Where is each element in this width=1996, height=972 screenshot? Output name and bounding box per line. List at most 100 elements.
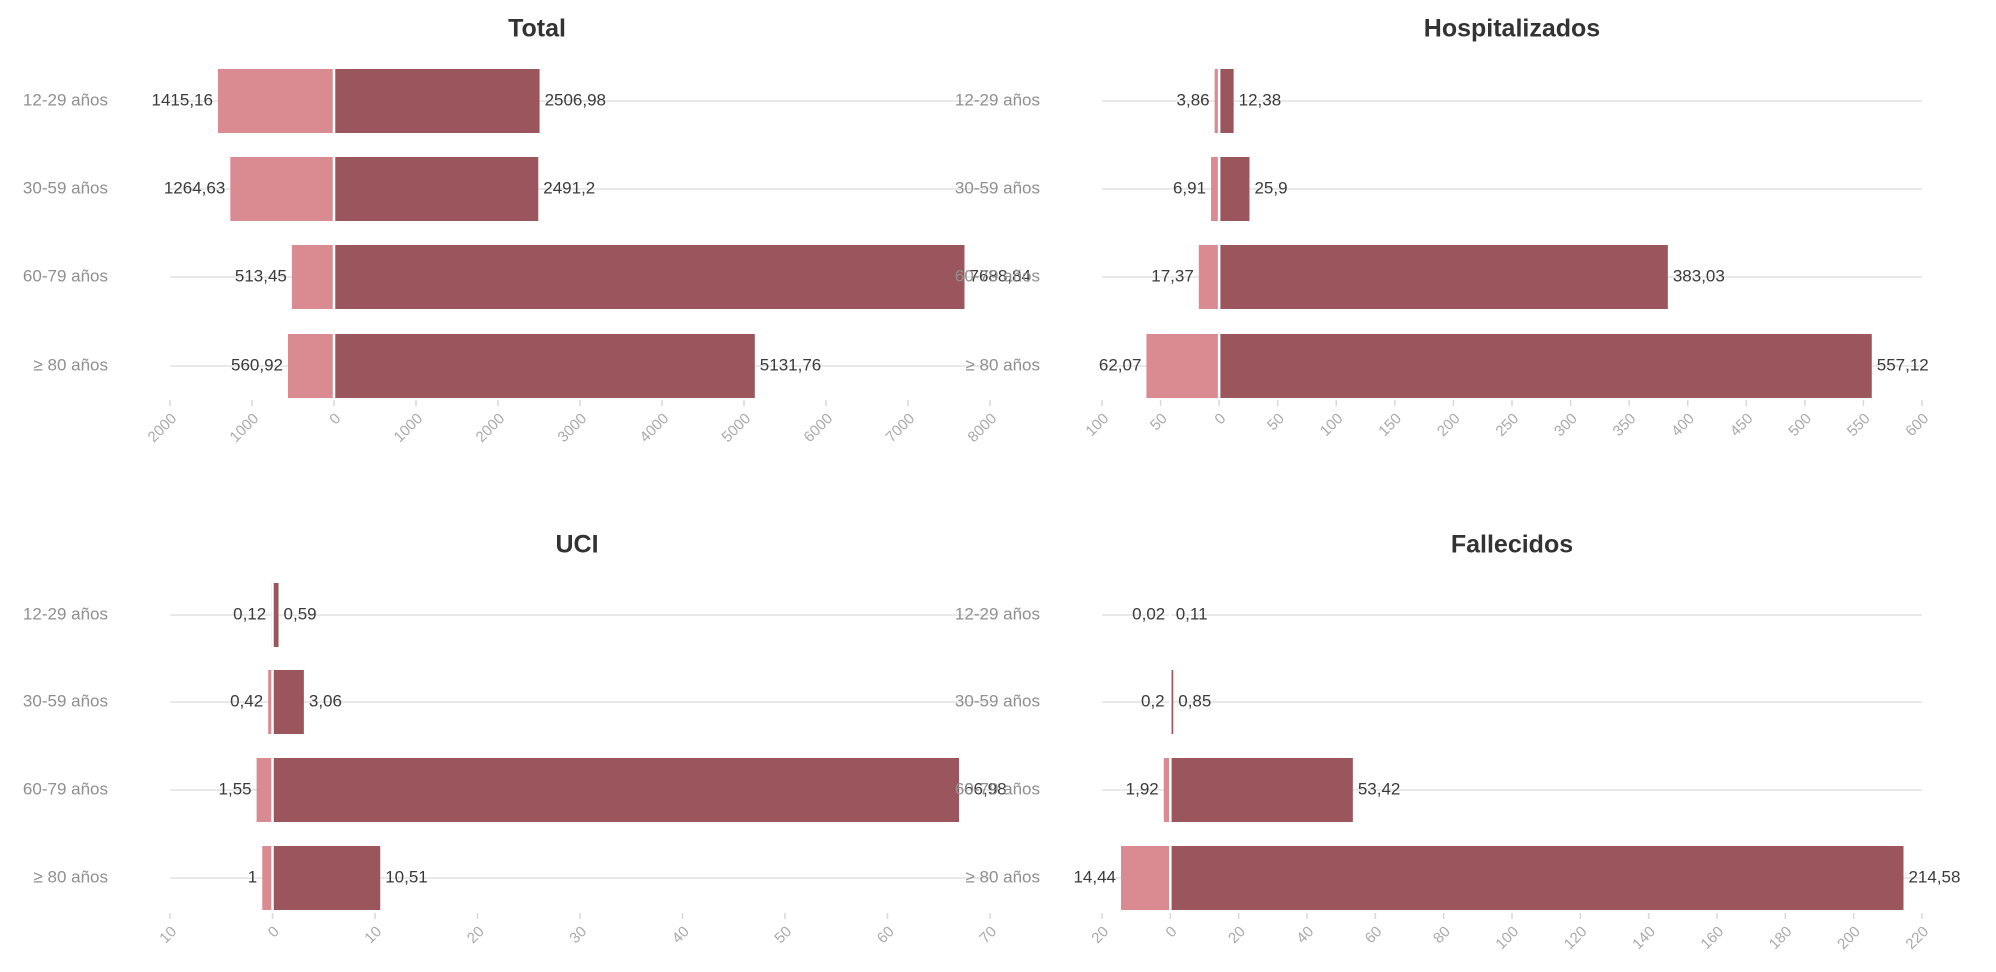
category-label: 60-79 años bbox=[955, 779, 1040, 798]
tick-label: 0 bbox=[1163, 923, 1181, 941]
data-label-right: 53,42 bbox=[1358, 779, 1401, 798]
tick-label: 550 bbox=[1844, 410, 1874, 440]
tick-label: 140 bbox=[1629, 923, 1659, 953]
tick-label: 5000 bbox=[719, 410, 755, 446]
data-label-right: 25,9 bbox=[1254, 178, 1287, 197]
data-label-right: 2506,98 bbox=[545, 90, 606, 109]
category-label: ≥ 80 años bbox=[965, 867, 1040, 886]
tick-label: 10 bbox=[156, 923, 180, 947]
tick-label: 180 bbox=[1766, 923, 1796, 953]
tick-label: 60 bbox=[1362, 923, 1386, 947]
bar-left bbox=[291, 245, 334, 309]
tick-label: 4000 bbox=[637, 410, 673, 446]
tick-label: 1000 bbox=[227, 410, 263, 446]
bar-left bbox=[1211, 157, 1220, 221]
bar-right bbox=[1219, 245, 1668, 309]
data-label-left: 3,86 bbox=[1177, 90, 1210, 109]
data-label-right: 0,11 bbox=[1176, 604, 1208, 623]
data-label-left: 17,37 bbox=[1151, 266, 1194, 285]
tick-label: 60 bbox=[874, 923, 898, 947]
bar-right bbox=[334, 157, 539, 221]
chart-title: Total bbox=[508, 15, 566, 43]
bar-left bbox=[230, 157, 334, 221]
data-label-left: 14,44 bbox=[1073, 867, 1116, 886]
category-label: 12-29 años bbox=[955, 604, 1040, 623]
data-label-left: 1,55 bbox=[219, 779, 252, 798]
data-label-left: 6,91 bbox=[1173, 178, 1206, 197]
tick-label: 0 bbox=[326, 410, 344, 428]
tick-label: 600 bbox=[1902, 410, 1932, 440]
category-label: 30-59 años bbox=[955, 691, 1040, 710]
data-label-left: 513,45 bbox=[235, 266, 287, 285]
data-label-right: 12,38 bbox=[1239, 90, 1282, 109]
tick-label: 120 bbox=[1561, 923, 1591, 953]
category-label: ≥ 80 años bbox=[965, 355, 1040, 374]
tick-label: 20 bbox=[1225, 923, 1249, 947]
bar-right bbox=[334, 69, 540, 133]
bar-right bbox=[1170, 846, 1904, 910]
category-label: 30-59 años bbox=[23, 178, 108, 197]
data-label-left: 0,02 bbox=[1132, 604, 1165, 623]
tick-label: 10 bbox=[361, 923, 385, 947]
tick-label: 300 bbox=[1551, 410, 1581, 440]
chart-panel-4: Fallecidos 12-29 años 0,02 0,11 30-59 años 0,… bbox=[955, 531, 1961, 953]
bar-right bbox=[272, 583, 279, 647]
data-label-left: 1415,16 bbox=[152, 90, 213, 109]
tick-label: 7000 bbox=[883, 410, 919, 446]
bar-left bbox=[217, 69, 334, 133]
tick-label: 150 bbox=[1375, 410, 1405, 440]
category-label: 12-29 años bbox=[23, 604, 108, 623]
category-label: 12-29 años bbox=[955, 90, 1040, 109]
tick-label: 50 bbox=[771, 923, 795, 947]
data-label-right: 383,03 bbox=[1673, 266, 1725, 285]
category-label: 30-59 años bbox=[955, 178, 1040, 197]
bar-right bbox=[1219, 157, 1250, 221]
tick-label: 2000 bbox=[473, 410, 509, 446]
tick-label: 100 bbox=[1082, 410, 1112, 440]
chart-panel-2: Hospitalizados 12-29 años 3,86 12,38 30-59 a… bbox=[955, 15, 1932, 440]
tick-label: 350 bbox=[1610, 410, 1640, 440]
data-label-right: 2491,2 bbox=[543, 178, 595, 197]
category-label: 30-59 años bbox=[23, 691, 108, 710]
chart-panel-3: UCI 12-29 años 0,12 0,59 30-59 años 0,42 3,06 6… bbox=[23, 531, 1007, 947]
tick-label: 0 bbox=[265, 923, 283, 941]
data-label-left: 0,12 bbox=[233, 604, 266, 623]
tick-label: 8000 bbox=[965, 410, 1001, 446]
tick-label: 200 bbox=[1434, 410, 1464, 440]
tick-label: 6000 bbox=[801, 410, 837, 446]
data-label-left: 1264,63 bbox=[164, 178, 225, 197]
data-label-right: 3,06 bbox=[309, 691, 342, 710]
data-label-right: 0,59 bbox=[284, 604, 317, 623]
tick-label: 100 bbox=[1492, 923, 1522, 953]
category-label: 12-29 años bbox=[23, 90, 108, 109]
tick-label: 3000 bbox=[555, 410, 591, 446]
bar-right bbox=[1219, 334, 1872, 398]
data-label-right: 66,98 bbox=[964, 779, 1007, 798]
tick-label: 40 bbox=[1293, 923, 1317, 947]
category-label: 60-79 años bbox=[955, 266, 1040, 285]
data-label-right: 557,12 bbox=[1877, 355, 1929, 374]
tick-label: 50 bbox=[1264, 410, 1288, 434]
bar-right bbox=[272, 846, 381, 910]
data-label-left: 0,42 bbox=[230, 691, 263, 710]
bar-left bbox=[1198, 245, 1220, 309]
chart-title: Fallecidos bbox=[1451, 531, 1573, 559]
bar-left bbox=[1163, 758, 1171, 822]
tick-label: 50 bbox=[1147, 410, 1171, 434]
bar-right bbox=[1170, 670, 1174, 734]
tick-label: 450 bbox=[1727, 410, 1757, 440]
data-label-right: 5131,76 bbox=[760, 355, 821, 374]
bar-left bbox=[288, 334, 334, 398]
data-label-right: 214,58 bbox=[1908, 867, 1960, 886]
data-label-left: 560,92 bbox=[231, 355, 283, 374]
tick-label: 0 bbox=[1211, 410, 1229, 428]
data-label-right: 7688,84 bbox=[969, 266, 1030, 285]
tick-label: 70 bbox=[976, 923, 1000, 947]
bar-left bbox=[268, 670, 273, 734]
tick-label: 1000 bbox=[391, 410, 427, 446]
data-label-left: 0,2 bbox=[1141, 691, 1165, 710]
bar-left bbox=[262, 846, 273, 910]
chart-title: UCI bbox=[555, 531, 598, 559]
data-label-right: 10,51 bbox=[385, 867, 428, 886]
